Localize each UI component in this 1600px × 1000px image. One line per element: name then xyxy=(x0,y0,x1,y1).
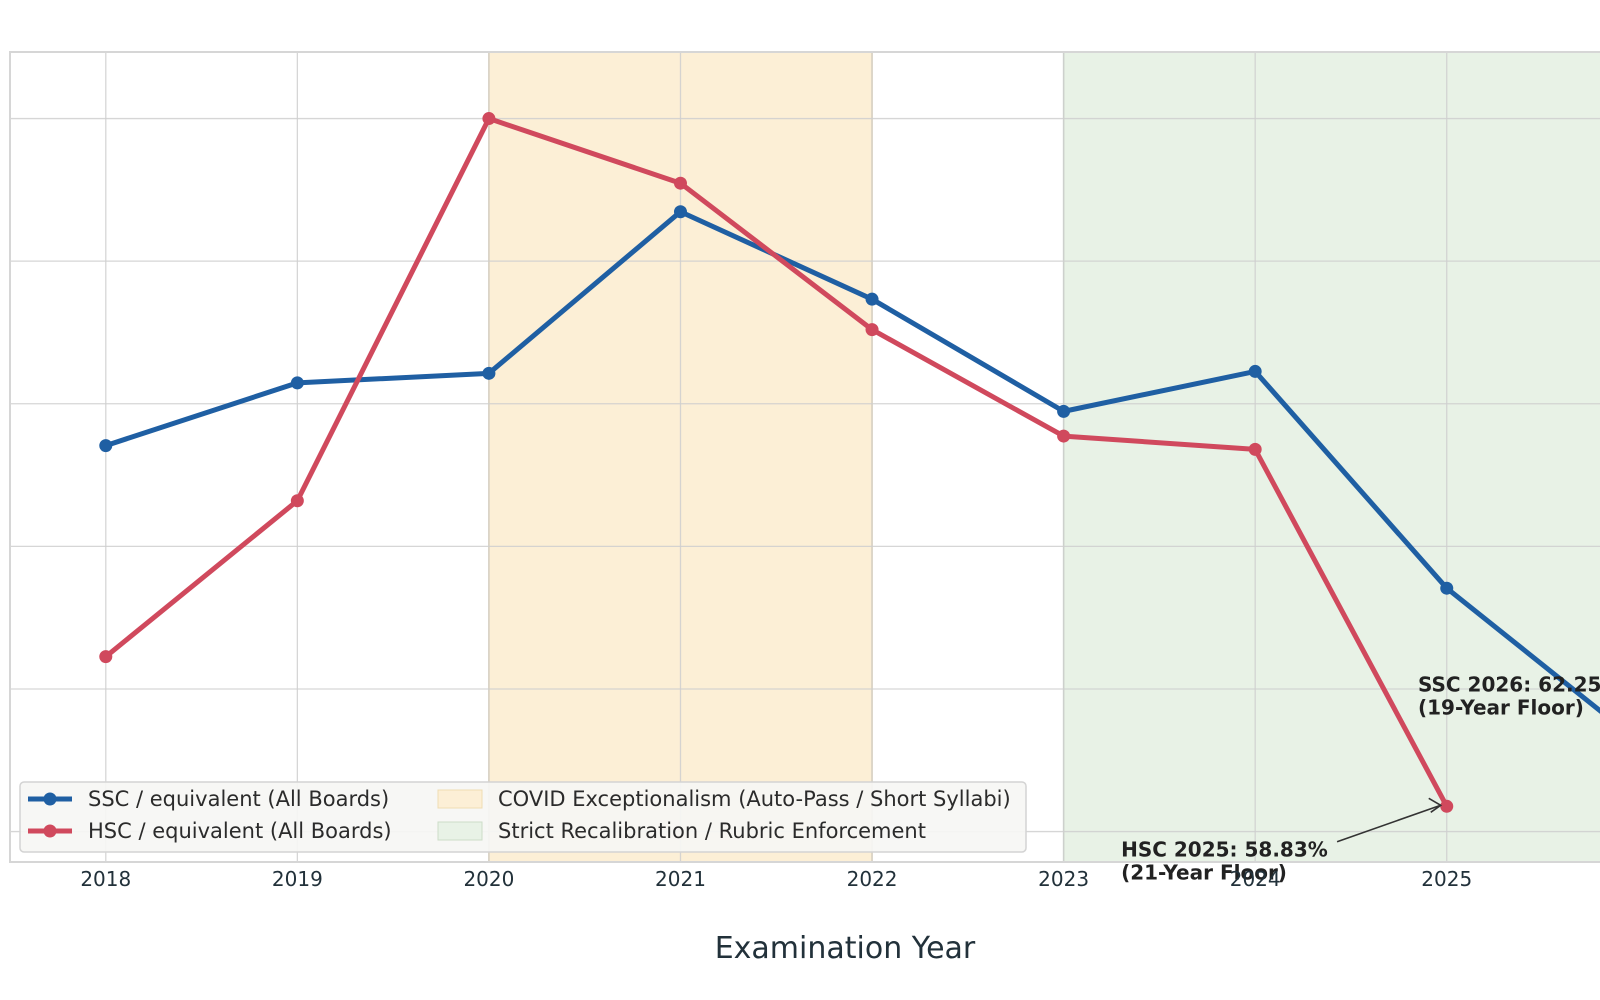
annotations: SSC 2026: 62.25%(19-Year Floor) HSC 2025:… xyxy=(1121,672,1600,884)
plot-frame xyxy=(9,51,1600,863)
annotation-1-arrowhead xyxy=(1428,797,1443,813)
point-s0-2018 xyxy=(99,439,113,453)
legend-entry-ssc: SSC / equivalent (All Boards) xyxy=(28,787,389,811)
x-tick-labels: 2018 2019 2020 2021 2022 2023 2024 2025 xyxy=(80,867,1472,891)
point-s0-2019 xyxy=(290,376,304,390)
x-tick-2021: 2021 xyxy=(655,867,706,891)
point-s1-2019 xyxy=(290,494,304,508)
point-s1-2018 xyxy=(99,650,113,664)
point-s0-2022 xyxy=(865,292,879,306)
legend: SSC / equivalent (All Boards) HSC / equi… xyxy=(19,781,1027,853)
x-tick-2025: 2025 xyxy=(1421,867,1472,891)
point-s0-2024 xyxy=(1248,364,1262,378)
legend-marker-hsc xyxy=(43,824,57,838)
legend-entry-hsc: HSC / equivalent (All Boards) xyxy=(28,819,392,843)
annotation-0-line1: SSC 2026: 62.25% xyxy=(1418,672,1600,696)
x-axis-title: Examination Year xyxy=(715,931,976,966)
legend-label-recalibration: Strict Recalibration / Rubric Enforcemen… xyxy=(498,819,926,843)
legend-swatch-recalibration xyxy=(437,821,483,841)
x-tick-2024: 2024 xyxy=(1230,867,1281,891)
legend-box xyxy=(19,781,1027,853)
point-s1-2025 xyxy=(1440,799,1454,813)
point-s1-2020 xyxy=(482,112,496,126)
point-s0-2023 xyxy=(1057,404,1071,418)
legend-label-ssc: SSC / equivalent (All Boards) xyxy=(88,787,389,811)
x-tick-2019: 2019 xyxy=(272,867,323,891)
x-tick-2020: 2020 xyxy=(463,867,514,891)
point-s1-2023 xyxy=(1057,429,1071,443)
x-tick-2023: 2023 xyxy=(1038,867,1089,891)
point-s0-2020 xyxy=(482,366,496,380)
annotation-1-line1: HSC 2025: 58.83% xyxy=(1121,838,1328,862)
series-line-1 xyxy=(103,116,1450,809)
x-tick-2018: 2018 xyxy=(80,867,131,891)
point-s1-2021 xyxy=(673,176,687,190)
annotation-1-line2: (21-Year Floor) xyxy=(1121,861,1287,885)
x-tick-2022: 2022 xyxy=(847,867,898,891)
data-points xyxy=(99,112,1454,813)
point-s1-2022 xyxy=(865,323,879,337)
legend-label-covid: COVID Exceptionalism (Auto-Pass / Short … xyxy=(498,787,1011,811)
point-s0-2025 xyxy=(1440,581,1454,595)
annotation-0-line2: (19-Year Floor) xyxy=(1418,695,1584,719)
legend-entry-recalibration-band: Strict Recalibration / Rubric Enforcemen… xyxy=(437,819,926,843)
annotation-1-arrow xyxy=(1336,804,1442,843)
point-s0-2021 xyxy=(673,205,687,219)
legend-entry-covid-band: COVID Exceptionalism (Auto-Pass / Short … xyxy=(437,787,1011,811)
legend-marker-ssc xyxy=(43,792,57,806)
legend-swatch-covid xyxy=(437,789,483,809)
point-s1-2024 xyxy=(1248,442,1262,456)
legend-label-hsc: HSC / equivalent (All Boards) xyxy=(88,819,392,843)
